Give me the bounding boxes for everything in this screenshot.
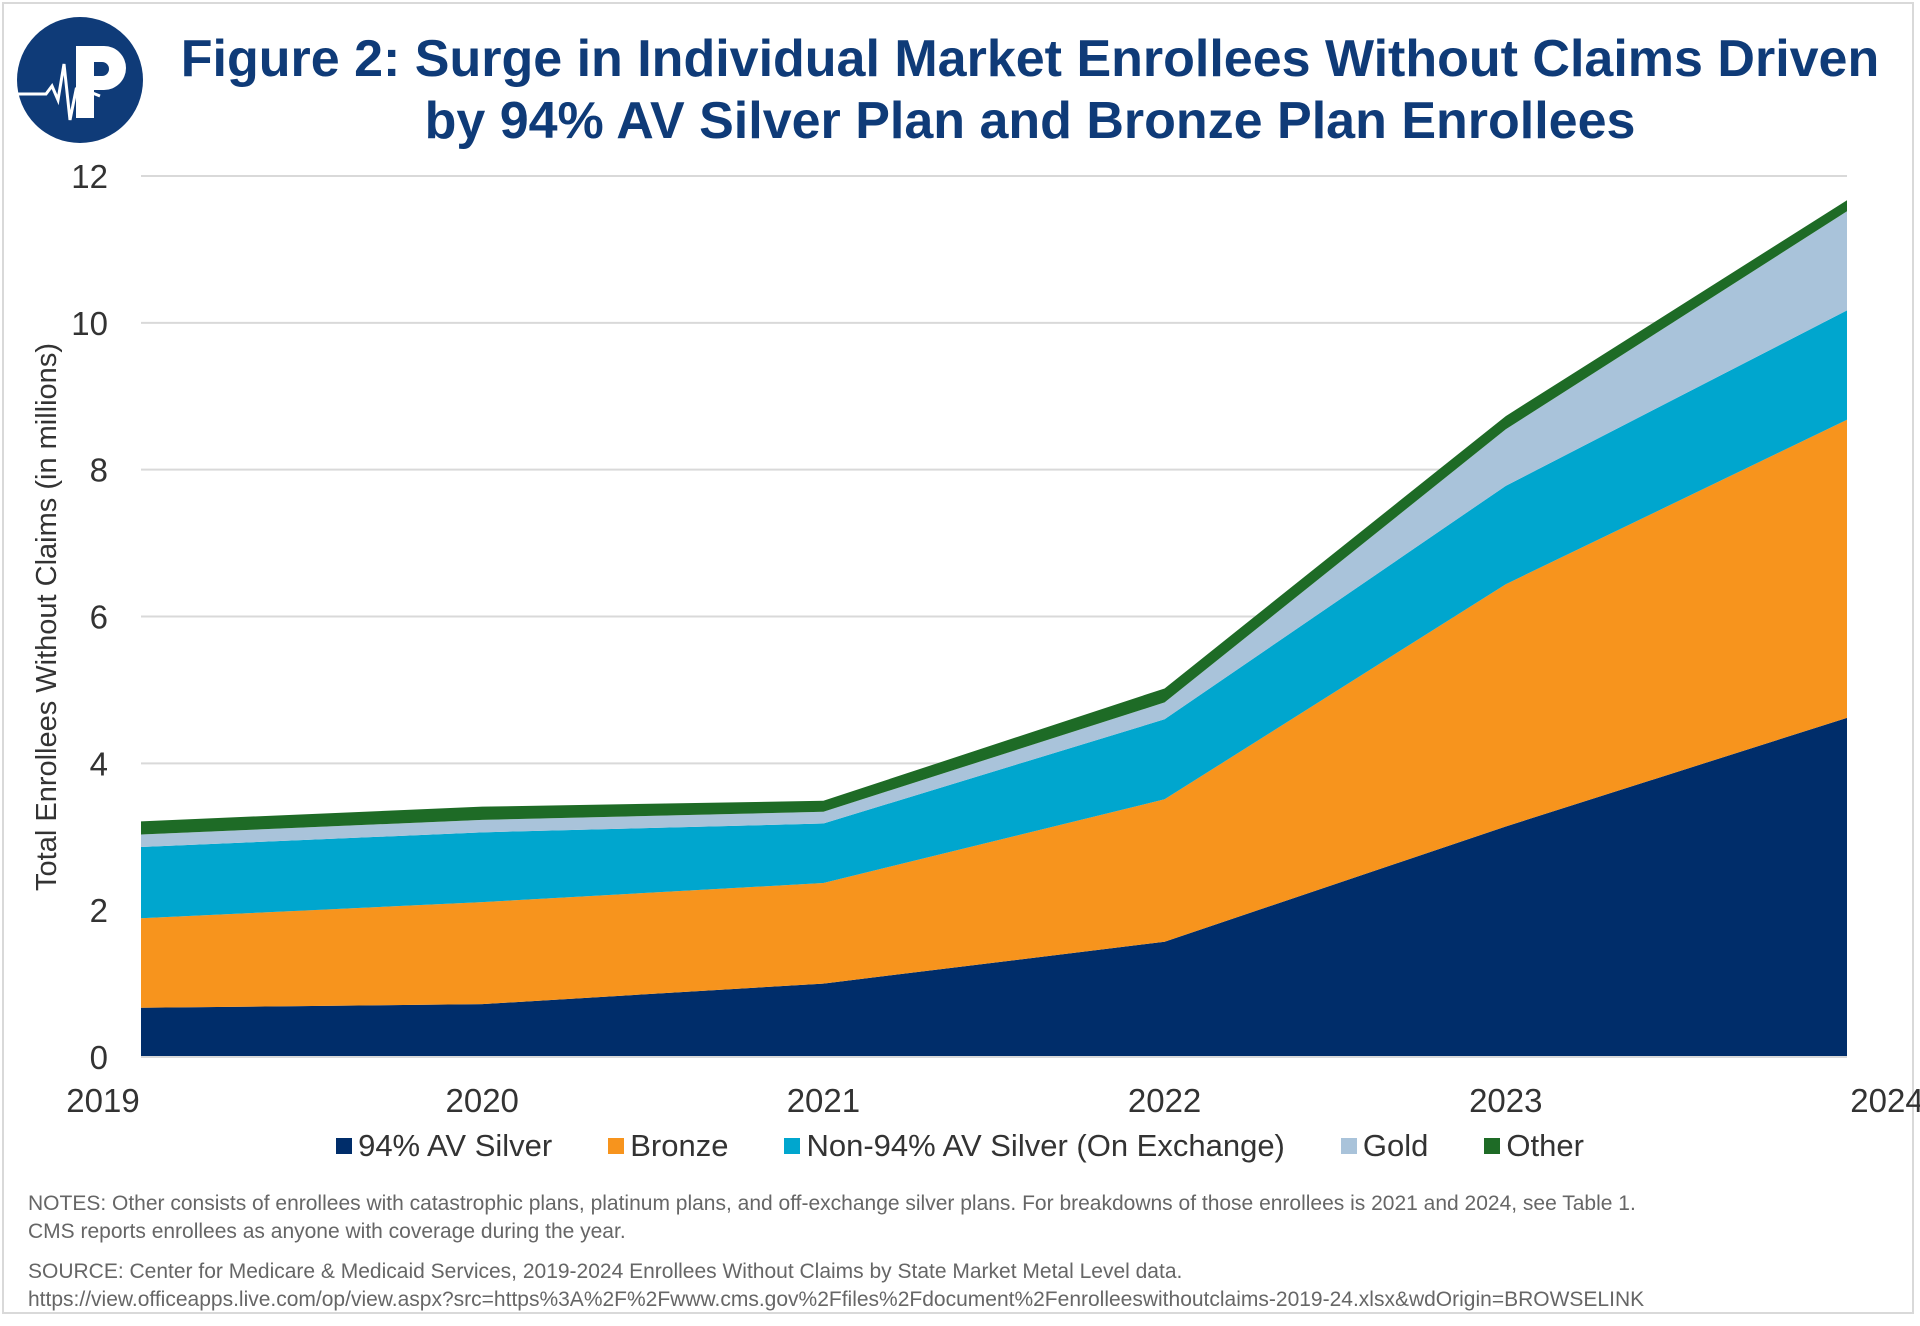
legend-swatch xyxy=(336,1138,353,1154)
legend-swatch xyxy=(1340,1138,1357,1154)
y-tick-label: 10 xyxy=(71,305,108,342)
area-non-94-av-silver-on-exchange xyxy=(141,310,1847,919)
legend-item: 94% AV Silver xyxy=(336,1128,552,1164)
x-tick-label: 2021 xyxy=(787,1082,860,1119)
source-line-1: SOURCE: Center for Medicare & Medicaid S… xyxy=(28,1260,1183,1283)
legend-label: Non-94% AV Silver (On Exchange) xyxy=(806,1128,1285,1163)
logo xyxy=(16,17,143,143)
legend-item: Gold xyxy=(1340,1128,1429,1164)
y-tick-label: 0 xyxy=(90,1039,108,1076)
y-tick-label: 4 xyxy=(90,745,108,782)
y-tick-label: 8 xyxy=(90,452,108,489)
notes-line-1: NOTES: Other consists of enrollees with … xyxy=(28,1192,1636,1215)
source-url: https://view.officeapps.live.com/op/view… xyxy=(28,1288,1645,1311)
x-tick-label: 2022 xyxy=(1128,1082,1201,1119)
legend-label: 94% AV Silver xyxy=(358,1128,553,1163)
x-tick-label: 2024 xyxy=(1850,1082,1920,1119)
legend: 94% AV Silver Bronze Non-94% AV Silver (On… xyxy=(0,1128,1920,1164)
y-axis-label: Total Enrollees Without Claims (in milli… xyxy=(31,343,63,891)
legend-label: Gold xyxy=(1362,1128,1429,1163)
chart-title: Figure 2: Surge in Individual Market Enr… xyxy=(150,28,1910,152)
area-bronze xyxy=(141,419,1847,1008)
x-tick-label: 2020 xyxy=(445,1082,518,1119)
notes: NOTES: Other consists of enrollees with … xyxy=(28,1190,1908,1326)
area-94-av-silver xyxy=(141,717,1847,1057)
legend-item: Non-94% AV Silver (On Exchange) xyxy=(784,1128,1285,1164)
legend-item: Other xyxy=(1484,1128,1584,1164)
legend-label: Other xyxy=(1506,1128,1584,1163)
legend-swatch xyxy=(1484,1138,1501,1154)
legend-swatch xyxy=(608,1138,625,1154)
x-tick-label: 2023 xyxy=(1469,1082,1542,1119)
legend-item: Bronze xyxy=(608,1128,728,1164)
y-tick-label: 12 xyxy=(71,158,108,195)
legend-label: Bronze xyxy=(630,1128,729,1163)
y-tick-label: 2 xyxy=(90,892,108,929)
x-tick-label: 2019 xyxy=(66,1082,139,1119)
title-line-1: Figure 2: Surge in Individual Market Enr… xyxy=(180,30,1880,88)
legend-swatch xyxy=(784,1138,801,1154)
notes-line-2: CMS reports enrollees as anyone with cov… xyxy=(28,1220,626,1243)
title-line-2: by 94% AV Silver Plan and Bronze Plan En… xyxy=(424,92,1636,150)
y-tick-label: 6 xyxy=(90,599,108,636)
